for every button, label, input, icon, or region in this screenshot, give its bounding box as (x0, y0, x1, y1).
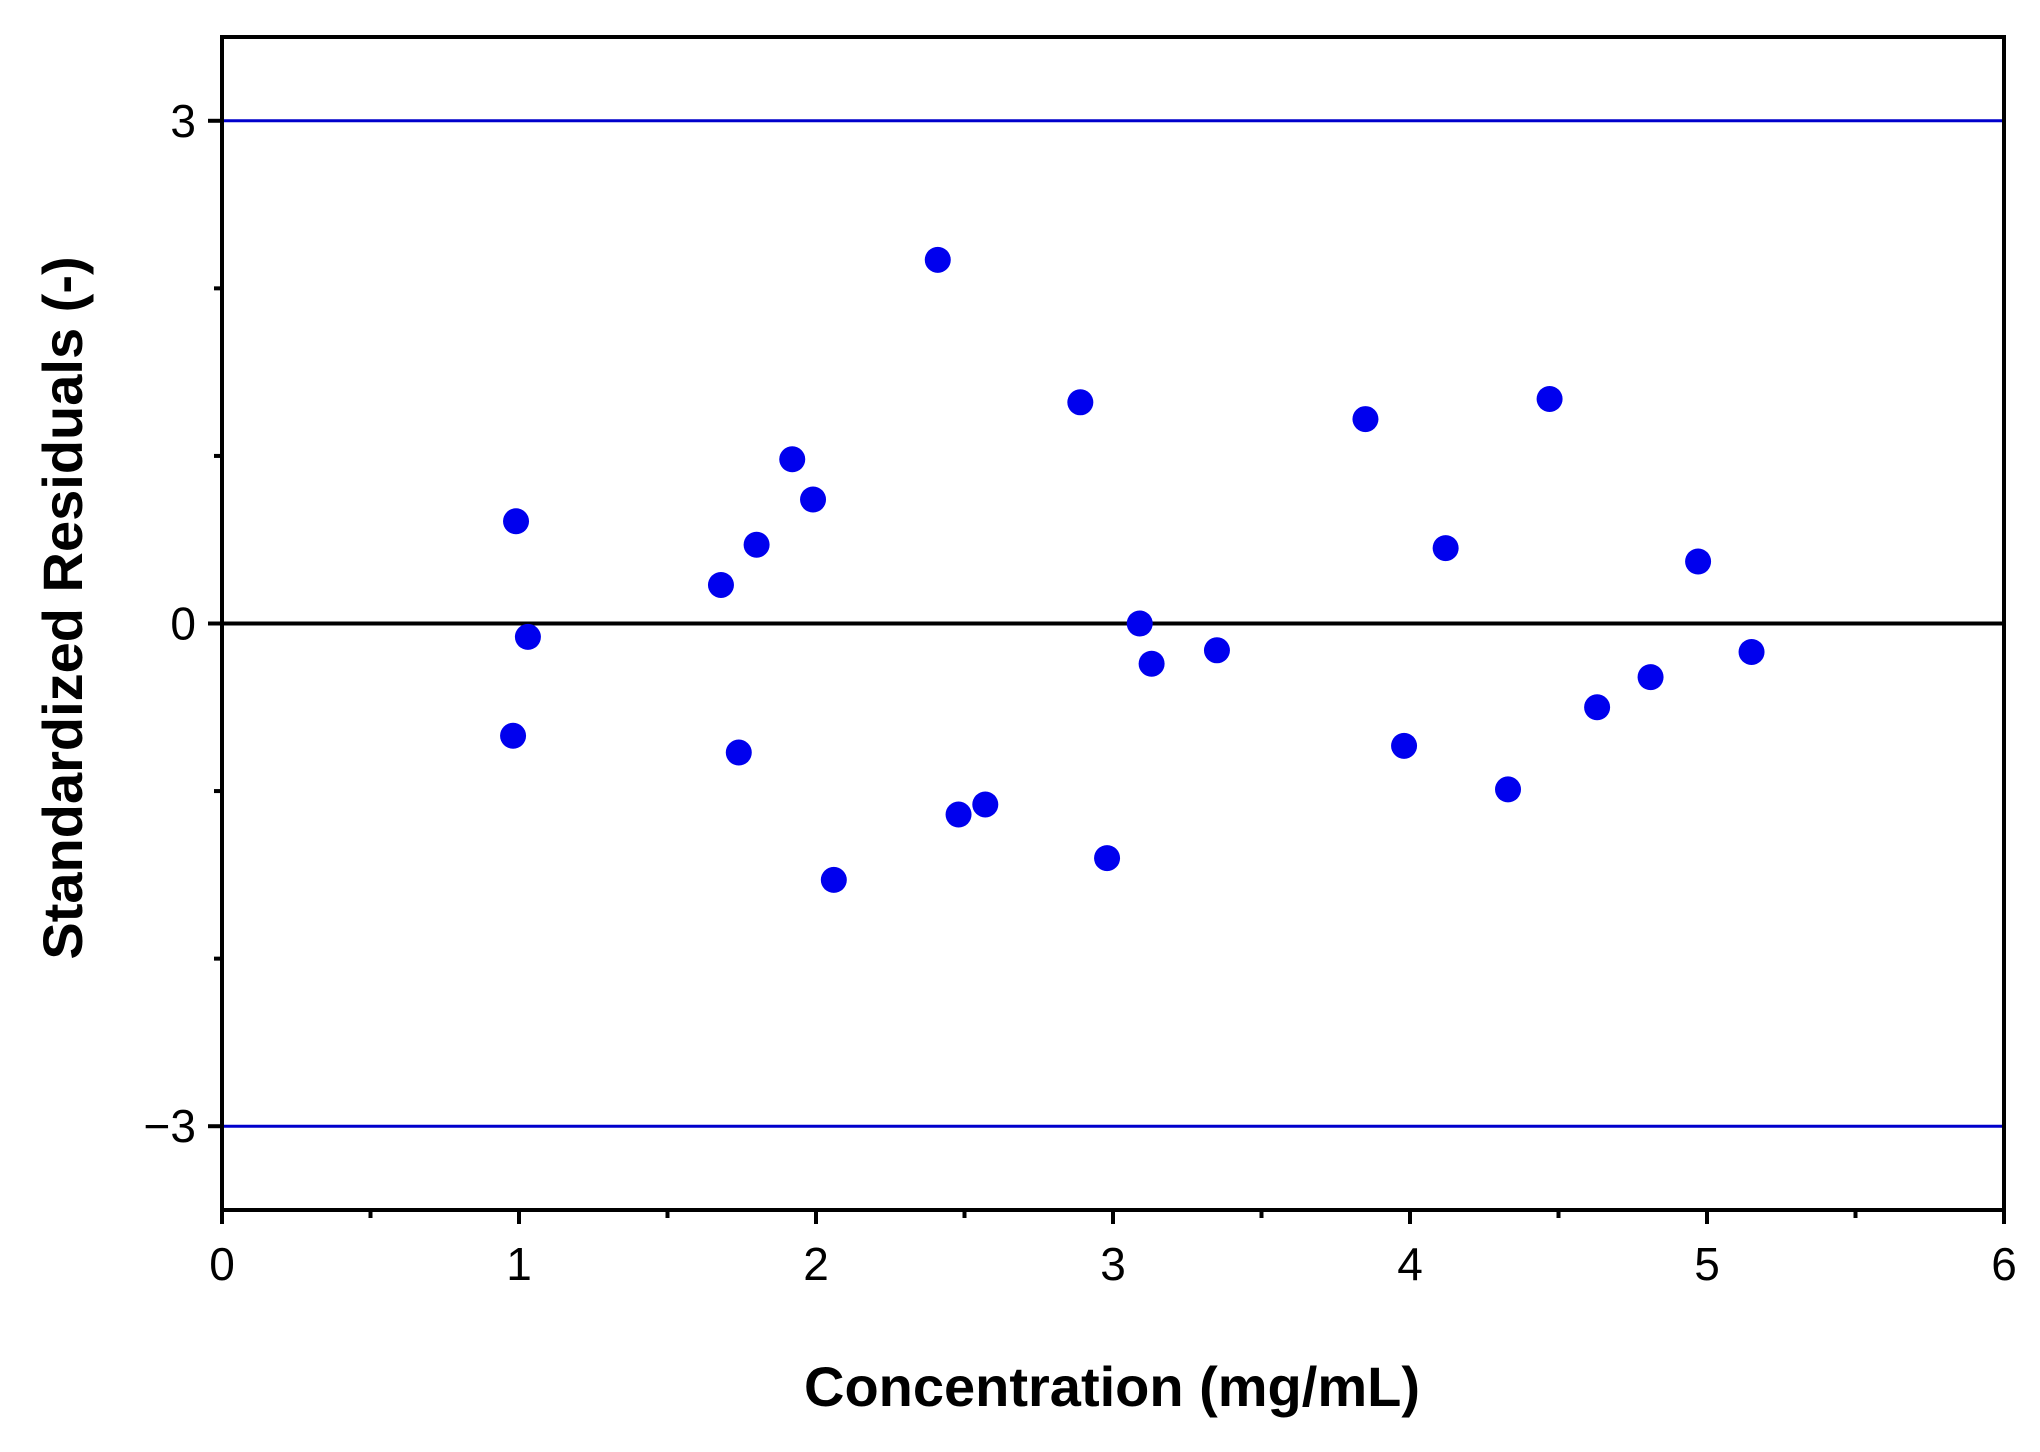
data-point-24 (1637, 664, 1664, 691)
data-point-3 (514, 623, 541, 650)
x-tick-label: 3 (1100, 1238, 1126, 1290)
data-point-23 (1584, 694, 1611, 721)
axis-ticks (208, 118, 2006, 1224)
data-point-15 (1126, 610, 1153, 637)
data-point-18 (1352, 406, 1379, 433)
data-point-14 (1094, 845, 1121, 872)
data-point-26 (1738, 638, 1765, 665)
data-point-19 (1391, 732, 1418, 759)
data-point-5 (725, 739, 752, 766)
data-point-6 (743, 531, 770, 558)
data-point-4 (707, 571, 734, 598)
data-point-7 (779, 446, 806, 473)
x-tick-label: 5 (1694, 1238, 1720, 1290)
data-point-11 (945, 801, 972, 828)
y-tick-label: 0 (170, 598, 196, 650)
data-point-25 (1685, 548, 1712, 575)
x-tick-label: 0 (209, 1238, 235, 1290)
x-tick-label: 4 (1397, 1238, 1423, 1290)
y-tick-label: 3 (170, 95, 196, 147)
y-tick-label: −3 (144, 1100, 196, 1152)
x-axis-title: Concentration (mg/mL) (804, 1355, 1420, 1418)
data-point-16 (1138, 650, 1165, 677)
data-point-22 (1536, 385, 1563, 412)
x-tick-label: 2 (803, 1238, 829, 1290)
data-point-8 (800, 486, 827, 513)
tick-labels: 0 1 2 3 4 5 6 −3 0 3 (144, 95, 2017, 1290)
x-tick-label: 6 (1991, 1238, 2017, 1290)
data-point-1 (500, 722, 527, 749)
data-point-20 (1432, 535, 1459, 562)
data-point-2 (503, 508, 530, 535)
data-points (500, 246, 1765, 893)
plot-frame (220, 35, 2006, 1212)
x-tick-label: 1 (506, 1238, 532, 1290)
y-axis-title: Standardized Residuals (-) (31, 256, 94, 959)
reference-lines (222, 119, 2004, 1128)
data-point-9 (820, 866, 847, 893)
data-point-13 (1067, 389, 1094, 416)
data-point-21 (1495, 776, 1522, 803)
data-point-12 (972, 791, 999, 818)
data-point-10 (924, 246, 951, 273)
data-point-17 (1203, 637, 1230, 664)
